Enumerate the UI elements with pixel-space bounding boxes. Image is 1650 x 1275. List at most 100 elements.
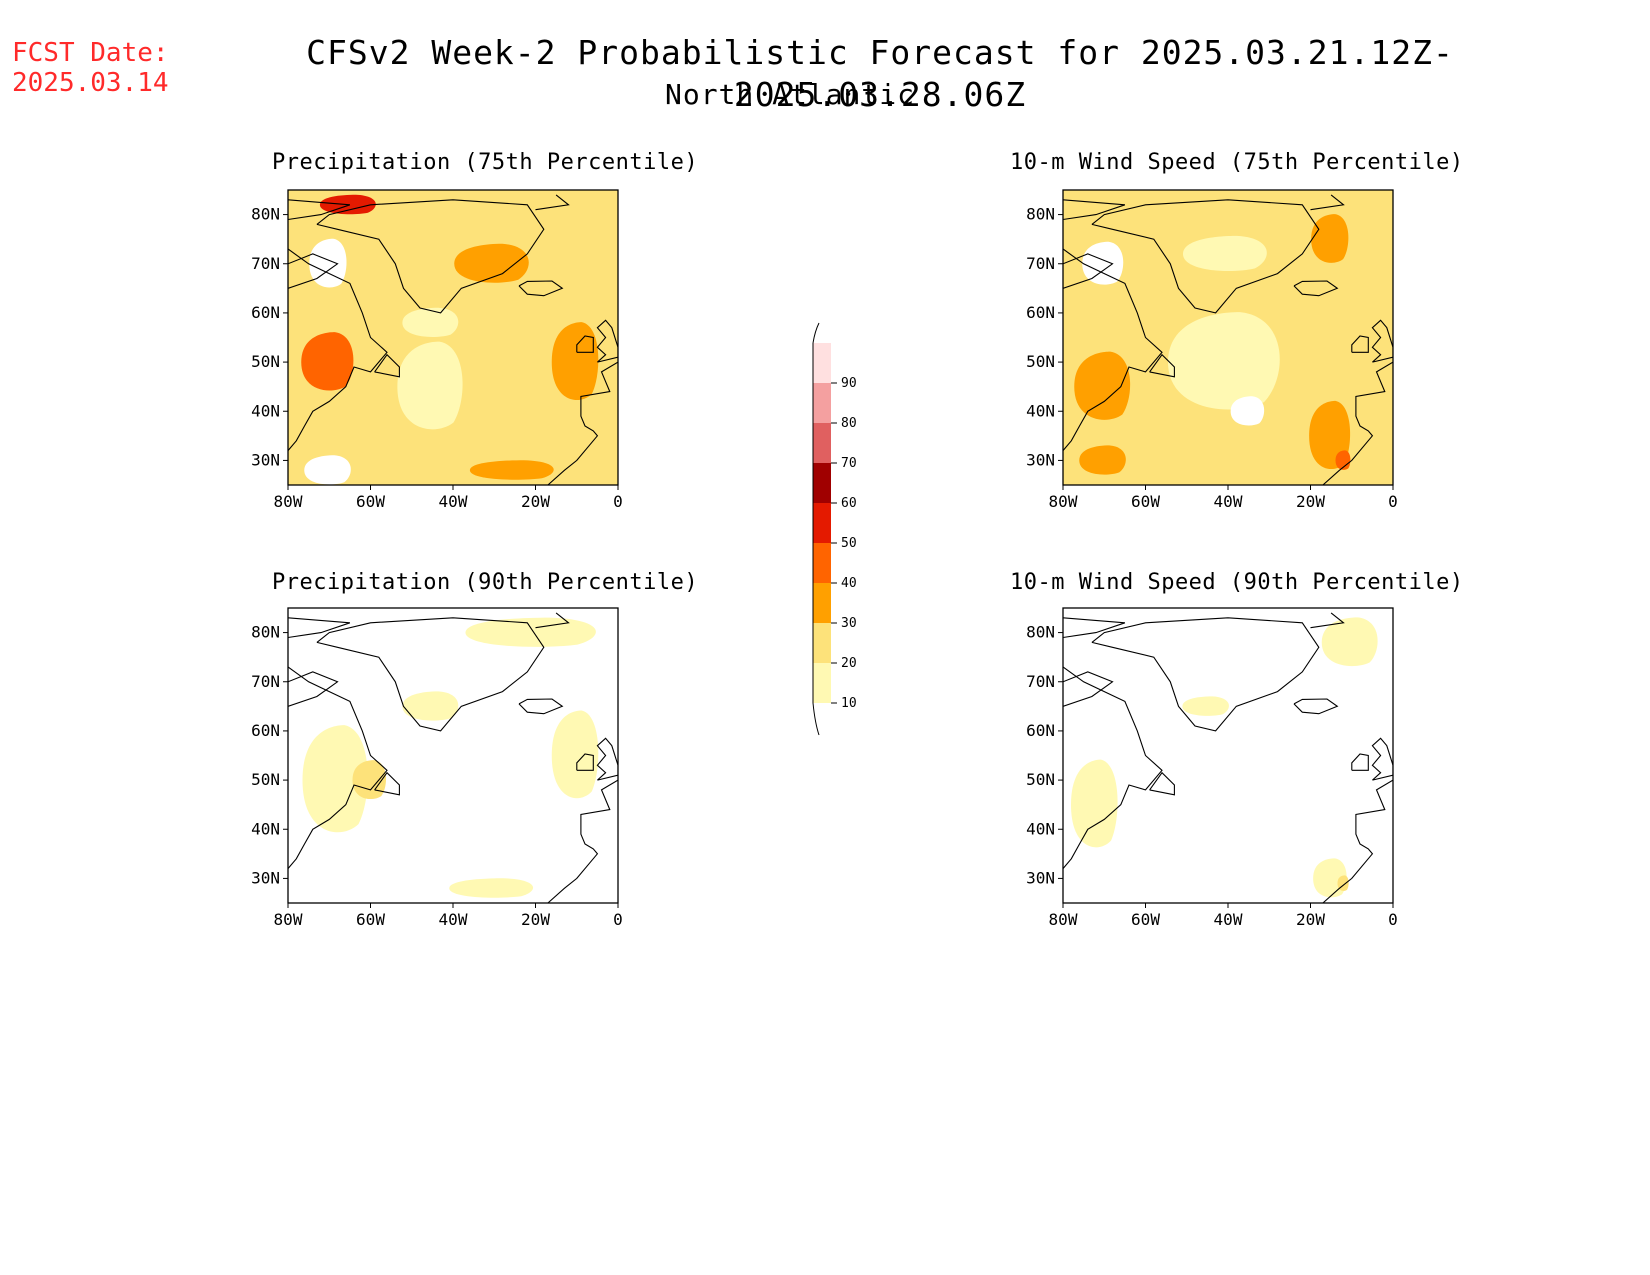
colorbar-cap-top [812, 322, 820, 344]
lon-label: 20W [521, 492, 550, 511]
coastline [288, 248, 388, 454]
lon-label: 20W [1296, 910, 1325, 929]
coastline [288, 199, 351, 221]
lon-label: 60W [356, 910, 385, 929]
lat-label: 30N [251, 450, 280, 469]
lat-label: 80N [1026, 623, 1055, 642]
shading-region [397, 341, 463, 430]
coastline [316, 199, 545, 314]
coastline [288, 666, 388, 872]
coastline [576, 753, 594, 771]
colorbar-label: 40 [841, 576, 857, 591]
lat-label: 80N [251, 623, 280, 642]
panel-title-wind90: 10-m Wind Speed (90th Percentile) [1010, 570, 1464, 595]
coastline [1293, 280, 1339, 297]
shading-region [1321, 617, 1378, 667]
colorbar-label: 20 [841, 656, 857, 671]
coastline [1310, 612, 1345, 629]
lat-label: 70N [1026, 254, 1055, 273]
shading-region [465, 617, 596, 647]
lat-label: 60N [251, 721, 280, 740]
lon-label: 40W [439, 492, 468, 511]
shading-region [1182, 696, 1229, 716]
lon-label: 60W [1131, 910, 1160, 929]
shading-region [551, 322, 599, 401]
lat-label: 30N [1026, 868, 1055, 887]
lat-label: 30N [1026, 450, 1055, 469]
lat-label: 70N [251, 672, 280, 691]
colorbar-label: 50 [841, 536, 857, 551]
coastline [374, 353, 400, 378]
coastline [1063, 617, 1126, 639]
colorbar-label: 80 [841, 416, 857, 431]
lon-label: 0 [613, 492, 623, 511]
page-subtitle: North Atlantic [664, 78, 915, 111]
colorbar-swatch [813, 503, 831, 543]
forecast-date-label: FCST Date: [12, 38, 169, 68]
shading-region [469, 460, 554, 480]
lat-label: 50N [251, 770, 280, 789]
shading-region [454, 243, 529, 283]
map-precip75: 80N 70N 60N 50N 40N 30N 80W 60W 40W 20W 0 [251, 189, 623, 511]
lon-label: 20W [1296, 492, 1325, 511]
forecast-date-value: 2025.03.14 [12, 68, 169, 98]
coastline [374, 771, 400, 796]
lat-label: 40N [251, 401, 280, 420]
shading-region [1230, 396, 1265, 426]
coastlines [288, 612, 618, 903]
coastline [288, 617, 351, 639]
shading-region [1183, 235, 1267, 271]
colorbar-swatch [813, 543, 831, 583]
coastline [1063, 666, 1163, 872]
lon-label: 40W [1214, 910, 1243, 929]
shading-region [1079, 445, 1126, 475]
coastline [547, 779, 618, 903]
lat-label: 80N [1026, 205, 1055, 224]
coastline [1149, 353, 1175, 378]
lat-label: 70N [1026, 672, 1055, 691]
shading-region [1074, 351, 1131, 420]
colorbar-cap-bottom [812, 702, 820, 736]
shading-region [402, 691, 459, 721]
shading-region [1311, 214, 1349, 263]
colorbar: 10 20 30 40 50 60 70 80 90 [812, 322, 857, 736]
coastline [1149, 771, 1175, 796]
shading-region [352, 760, 387, 800]
lat-label: 60N [1026, 721, 1055, 740]
colorbar-swatch [813, 623, 831, 663]
coastline [518, 280, 564, 297]
lon-label: 0 [1388, 492, 1398, 511]
shading-region [1071, 759, 1118, 848]
coastline [1091, 617, 1320, 732]
lon-label: 80W [274, 910, 303, 929]
colorbar-swatch [813, 583, 831, 623]
coastline [1063, 199, 1126, 221]
lon-label: 60W [356, 492, 385, 511]
colorbar-label: 10 [841, 696, 857, 711]
lat-label: 50N [1026, 770, 1055, 789]
coastline [1091, 199, 1320, 314]
lat-label: 50N [251, 352, 280, 371]
coastline [1351, 335, 1369, 353]
colorbar-label: 90 [841, 376, 857, 391]
coastline [1063, 253, 1114, 289]
shading-layer [288, 608, 618, 903]
shading-layer [1063, 190, 1393, 485]
page-title: CFSv2 Week-2 Probabilistic Forecast for … [306, 33, 1454, 114]
shading-region [302, 725, 368, 833]
shading-region [301, 332, 354, 391]
coastline [596, 737, 618, 781]
coastlines [1063, 194, 1393, 485]
coastline [1322, 779, 1393, 903]
coastline [1351, 753, 1369, 771]
lat-label: 40N [1026, 819, 1055, 838]
colorbar-swatch [813, 343, 831, 383]
coastlines [288, 194, 618, 485]
lat-label: 80N [251, 205, 280, 224]
coastline [1371, 737, 1393, 781]
colorbar-swatch [813, 423, 831, 463]
shading-region [1313, 858, 1347, 898]
lat-label: 70N [251, 254, 280, 273]
panel-title-precip75: Precipitation (75th Percentile) [272, 150, 699, 175]
lat-label: 40N [251, 819, 280, 838]
